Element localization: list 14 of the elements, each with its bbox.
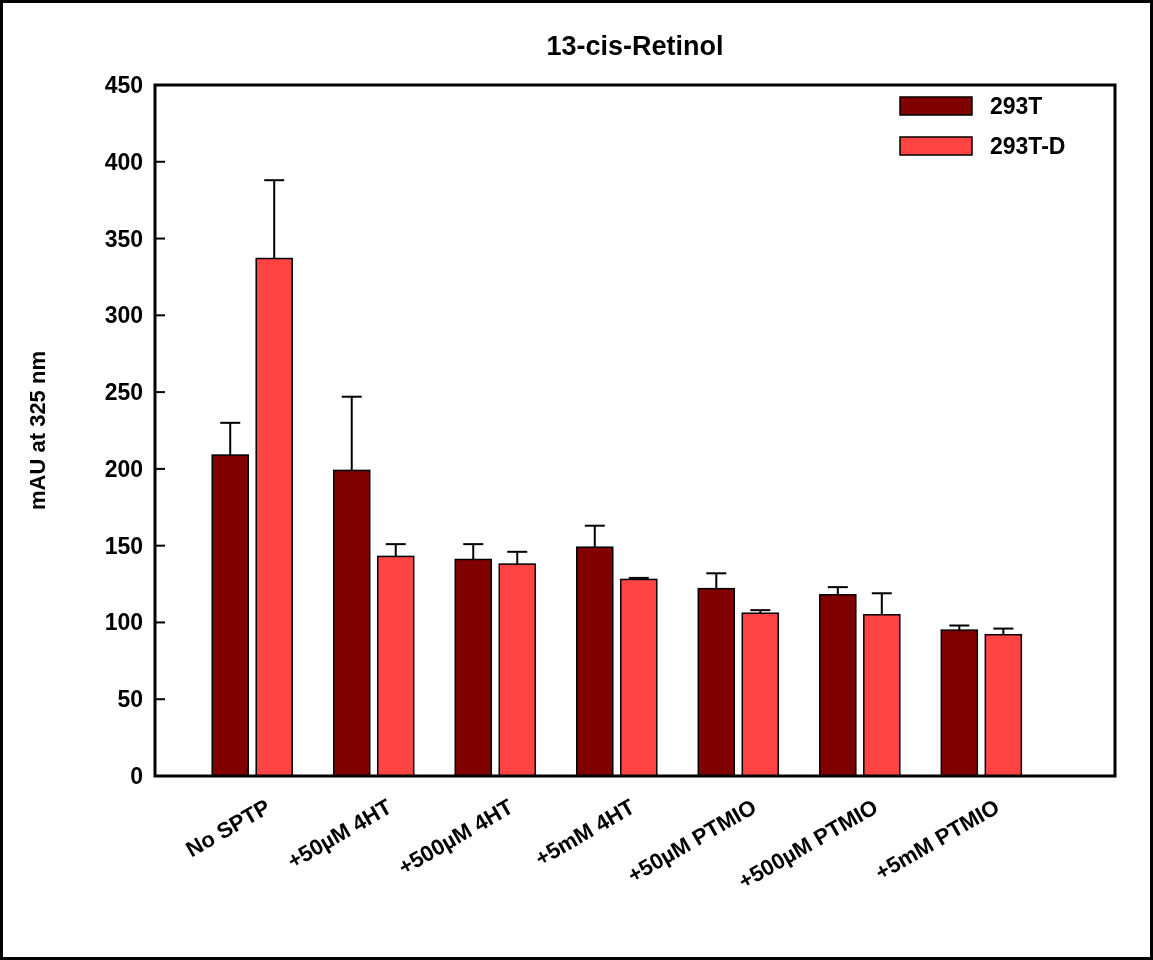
y-tick-label: 400 <box>104 148 143 175</box>
y-tick-label: 300 <box>104 302 143 329</box>
y-tick-label: 0 <box>130 763 143 790</box>
legend-label: 293T <box>990 93 1043 120</box>
y-tick-label: 350 <box>104 225 143 252</box>
chart-title: 13-cis-Retinol <box>546 31 724 61</box>
y-tick-label: 450 <box>104 72 143 99</box>
legend-label: 293T-D <box>990 133 1066 160</box>
y-tick-label: 250 <box>104 379 143 406</box>
y-tick-label: 50 <box>117 686 143 713</box>
y-tick-label: 200 <box>104 455 143 482</box>
y-axis-title: mAU at 325 nm <box>25 351 50 510</box>
y-tick-label: 150 <box>104 532 143 559</box>
y-tick-label: 100 <box>104 609 143 636</box>
